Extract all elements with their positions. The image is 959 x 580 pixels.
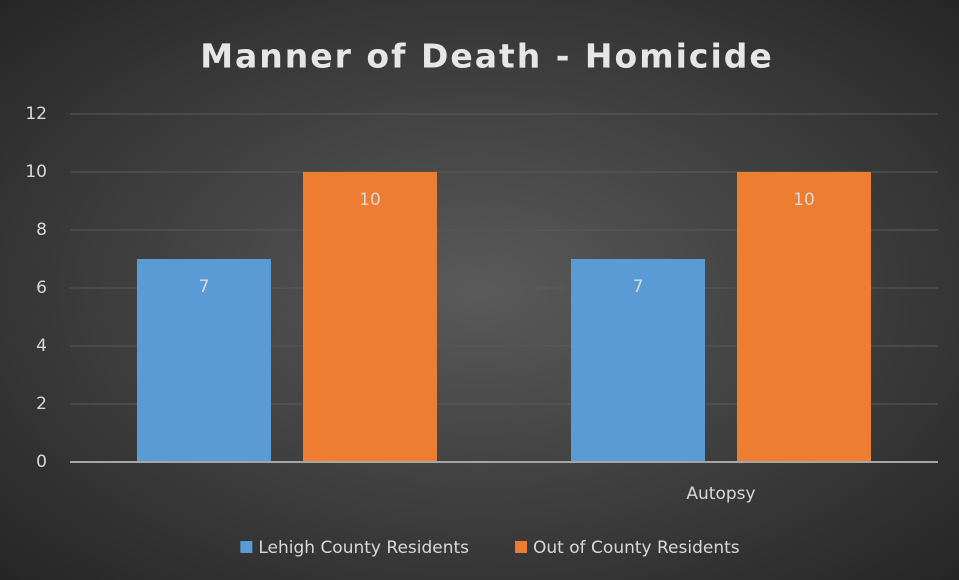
x-tick-label: Autopsy: [686, 484, 755, 504]
y-tick-label: 12: [25, 104, 47, 124]
legend-swatch: [240, 541, 253, 553]
bar: [303, 172, 437, 462]
data-label: 10: [793, 190, 815, 210]
data-label: 10: [359, 190, 381, 210]
legend-swatch: [515, 541, 528, 553]
y-tick-label: 10: [25, 162, 47, 182]
chart-title: Manner of Death - Homicide: [200, 37, 774, 76]
y-tick-label: 2: [36, 394, 47, 414]
y-tick-label: 4: [36, 336, 47, 356]
data-label: 7: [633, 277, 644, 297]
y-tick-label: 6: [36, 278, 47, 298]
legend-label: Lehigh County Residents: [258, 538, 469, 558]
data-label: 7: [199, 277, 210, 297]
y-tick-label: 8: [36, 220, 47, 240]
bar: [571, 259, 705, 462]
y-tick-label: 0: [36, 452, 47, 472]
legend-label: Out of County Residents: [533, 538, 740, 558]
bar: [137, 259, 271, 462]
bar: [737, 172, 871, 462]
